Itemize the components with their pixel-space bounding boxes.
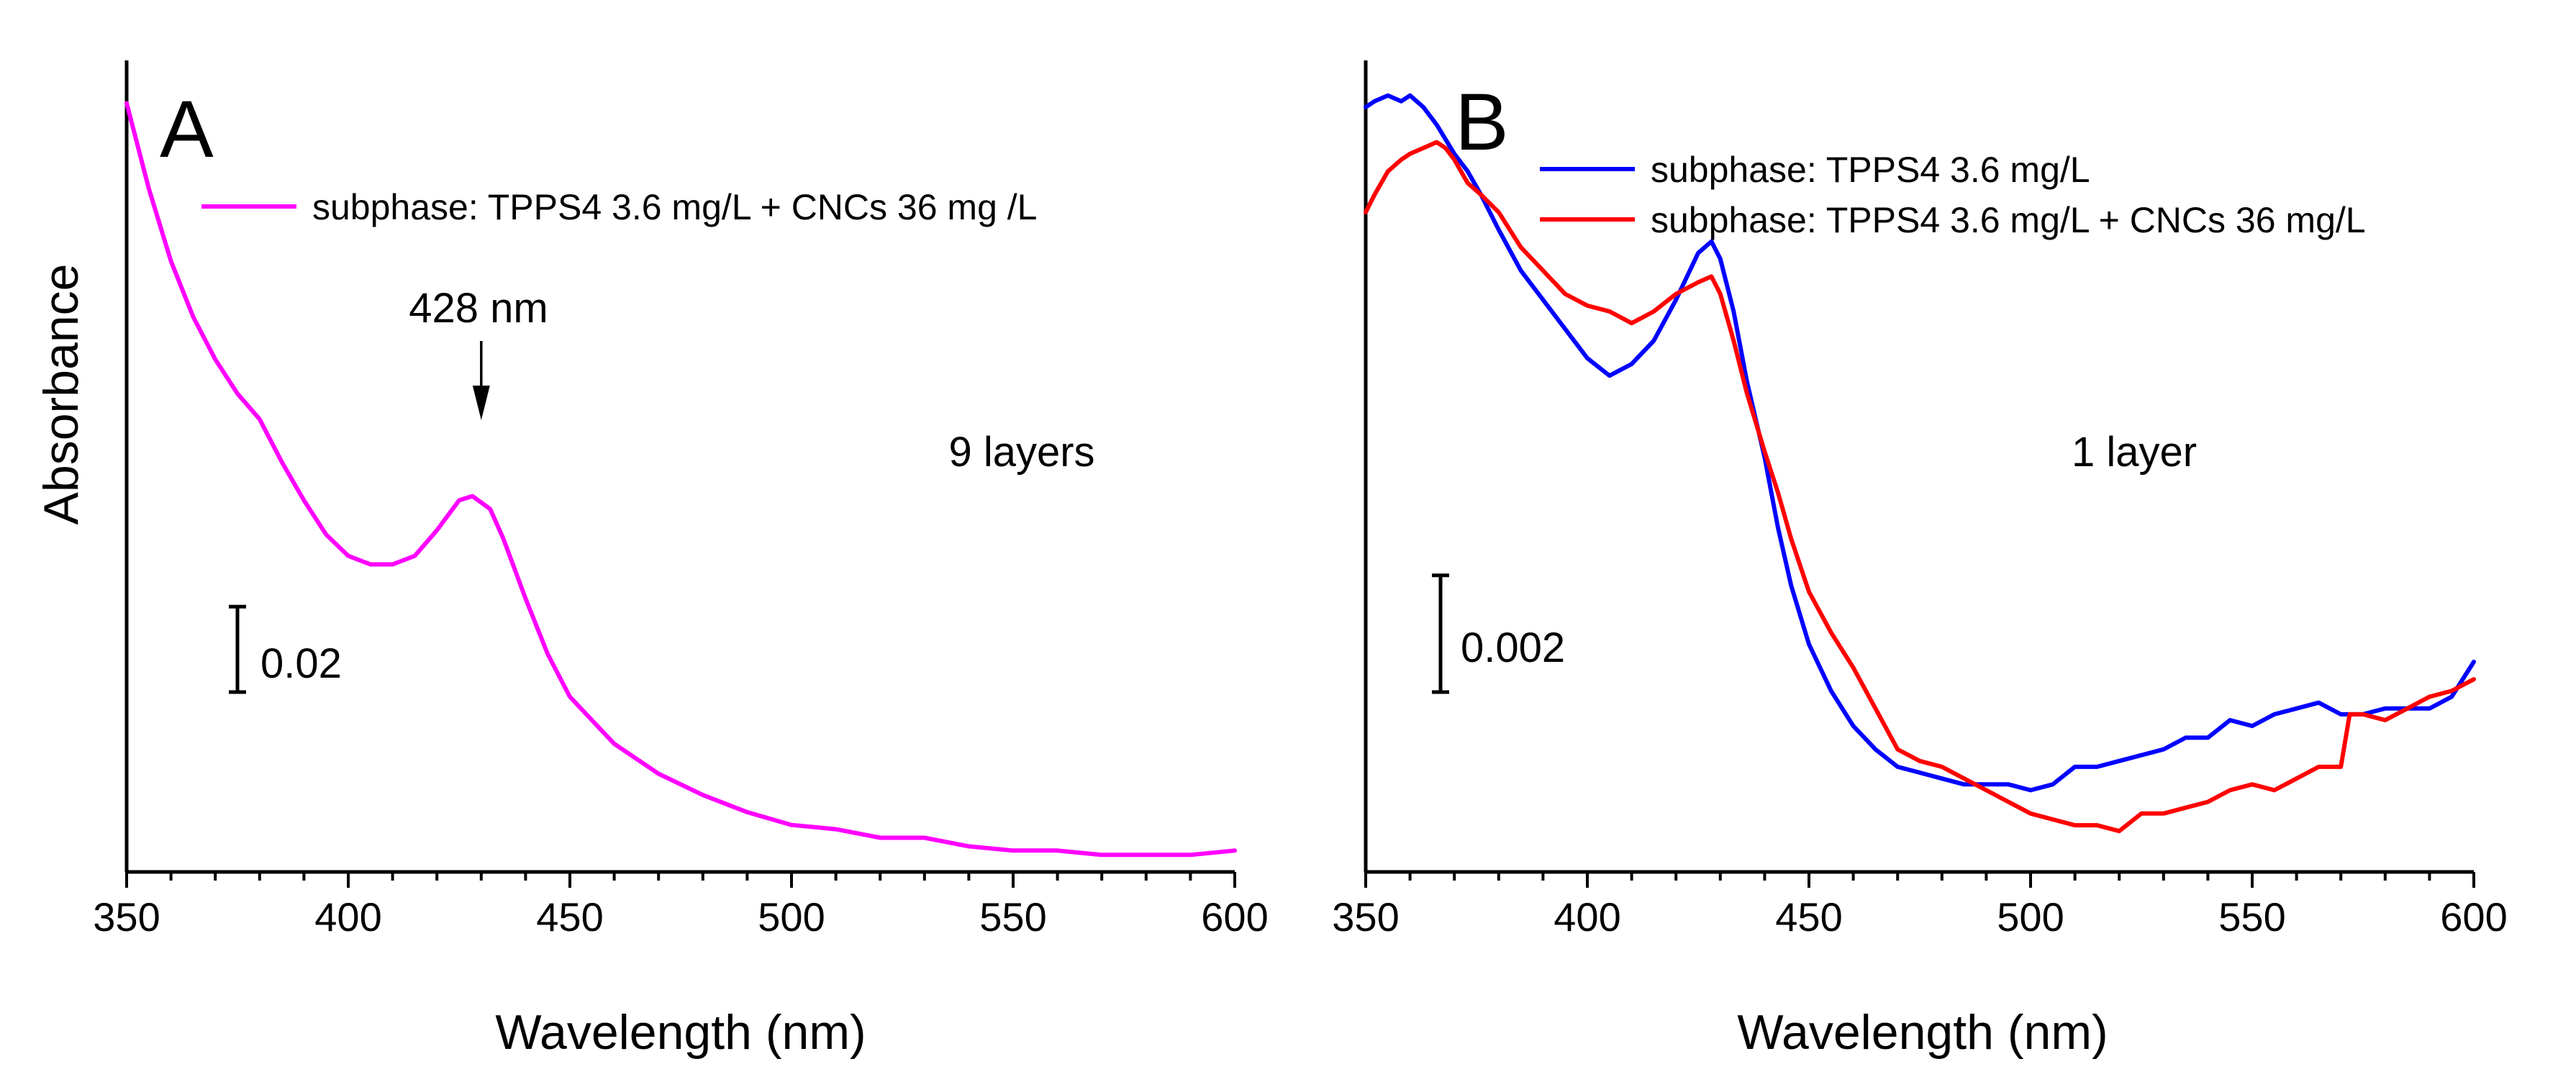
panel-b-x-tick-label: 450 [1775,894,1842,940]
panel-a-peak-label: 428 nm [409,285,548,332]
panel-a-x-tick-label: 600 [1201,894,1268,940]
panel-b-scale-bar [1432,573,1449,694]
panel-a-series-line-1 [124,101,1237,858]
panel-a-label: A [160,84,214,174]
panel-a-scale-bar [229,604,246,694]
panel-b-x-axis-title: Wavelength (nm) [1737,1005,2108,1060]
panel-a-series-group [124,101,1237,858]
panel-b-x-tick-label: 400 [1554,894,1620,940]
panel-a-x-tick-label: 400 [314,894,381,940]
panel-a-axes: 350 400 450 500 550 600 [93,60,1269,940]
panel-a-x-tick-label: 550 [979,894,1046,940]
panel-a-x-axis-title: Wavelength (nm) [495,1005,866,1060]
panel-b-layers-label: 1 layer [2072,429,2197,476]
panel-a-x-tick-label: 350 [93,894,160,940]
panel-b-series-line-2 [1364,140,2476,834]
panel-a-legend-text: subphase: TPPS4 3.6 mg/L + CNCs 36 mg /L [312,187,1037,227]
panel-b: B Wavelength (nm) subphase: TPPS4 3.6 mg… [1332,60,2508,1060]
panel-a-x-tick-label: 450 [536,894,603,940]
panel-b-x-tick-label: 500 [1997,894,2064,940]
panel-b-legend-text-2: subphase: TPPS4 3.6 mg/L + CNCs 36 mg/L [1651,200,2366,240]
panel-b-x-tick-label: 350 [1332,894,1399,940]
panel-a-y-axis-title: Absorbance [34,264,89,525]
panel-b-series-group [1364,93,2476,834]
panel-a-layers-label: 9 layers [948,429,1094,476]
panel-b-x-tick-label: 550 [2218,894,2285,940]
panel-b-legend-text-1: subphase: TPPS4 3.6 mg/L [1651,150,2090,190]
panel-a-x-tick-label: 500 [758,894,825,940]
panel-b-scale-bar-label: 0.002 [1461,624,1565,671]
panel-b-label: B [1455,77,1509,167]
panel-b-axes: 350 400 450 500 550 600 [1332,60,2508,940]
panel-a-scale-bar-label: 0.02 [260,640,342,687]
panel-a-peak-arrow [472,341,490,420]
panel-a: A Absorbance Wavelength (nm) subphase: T… [34,60,1269,1060]
panel-b-x-tick-label: 600 [2440,894,2507,940]
panel-a-peak-arrow-head [472,386,490,420]
panel-b-series-line-1 [1364,93,2476,793]
